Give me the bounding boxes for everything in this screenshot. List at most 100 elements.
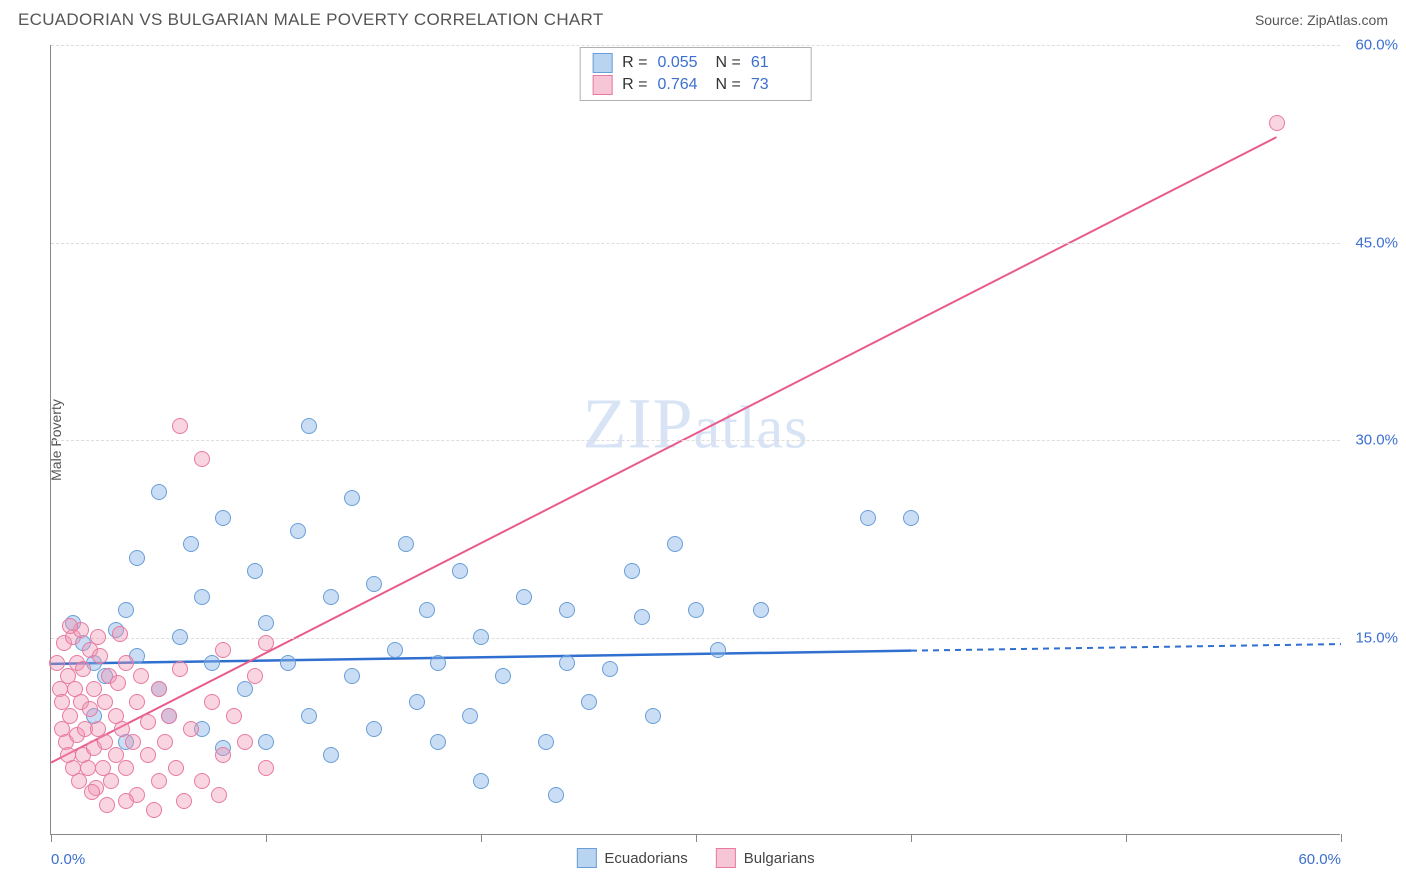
- data-point: [172, 418, 188, 434]
- data-point: [323, 589, 339, 605]
- data-point: [103, 773, 119, 789]
- data-point: [215, 510, 231, 526]
- data-point: [860, 510, 876, 526]
- legend-swatch: [716, 848, 736, 868]
- legend-item: Ecuadorians: [576, 848, 687, 868]
- data-point: [151, 484, 167, 500]
- data-point: [62, 708, 78, 724]
- source-attribution: Source: ZipAtlas.com: [1255, 12, 1388, 28]
- data-point: [125, 734, 141, 750]
- data-point: [75, 661, 91, 677]
- data-point: [140, 714, 156, 730]
- stats-row: R =0.055N =61: [588, 52, 803, 74]
- data-point: [194, 451, 210, 467]
- stat-n-label: N =: [716, 76, 741, 94]
- data-point: [581, 694, 597, 710]
- stats-legend: R =0.055N =61R =0.764N =73: [579, 47, 812, 101]
- data-point: [419, 602, 435, 618]
- trend-line-extrapolated: [911, 644, 1341, 651]
- data-point: [258, 615, 274, 631]
- data-point: [172, 629, 188, 645]
- data-point: [215, 642, 231, 658]
- legend-swatch: [592, 53, 612, 73]
- x-tick: [266, 834, 267, 842]
- chart-area: Male Poverty ZIPatlas 15.0%30.0%45.0%60.…: [50, 45, 1340, 835]
- data-point: [90, 629, 106, 645]
- data-point: [84, 784, 100, 800]
- data-point: [62, 618, 78, 634]
- data-point: [194, 589, 210, 605]
- data-point: [80, 760, 96, 776]
- data-point: [645, 708, 661, 724]
- data-point: [118, 655, 134, 671]
- gridline: [51, 45, 1340, 46]
- stat-n-value: 61: [751, 54, 799, 72]
- data-point: [151, 681, 167, 697]
- data-point: [237, 681, 253, 697]
- data-point: [366, 576, 382, 592]
- data-point: [140, 747, 156, 763]
- data-point: [258, 635, 274, 651]
- data-point: [710, 642, 726, 658]
- x-tick-label: 60.0%: [1298, 851, 1341, 868]
- data-point: [430, 734, 446, 750]
- data-point: [118, 760, 134, 776]
- data-point: [1269, 115, 1285, 131]
- data-point: [168, 760, 184, 776]
- data-point: [247, 668, 263, 684]
- stat-n-label: N =: [716, 54, 741, 72]
- data-point: [247, 563, 263, 579]
- stats-row: R =0.764N =73: [588, 74, 803, 96]
- data-point: [194, 773, 210, 789]
- legend-label: Ecuadorians: [604, 850, 687, 867]
- data-point: [409, 694, 425, 710]
- data-point: [258, 734, 274, 750]
- x-tick: [1126, 834, 1127, 842]
- data-point: [462, 708, 478, 724]
- chart-title: ECUADORIAN VS BULGARIAN MALE POVERTY COR…: [18, 10, 604, 30]
- data-point: [82, 701, 98, 717]
- data-point: [634, 609, 650, 625]
- data-point: [452, 563, 468, 579]
- x-tick: [696, 834, 697, 842]
- data-point: [151, 773, 167, 789]
- data-point: [226, 708, 242, 724]
- data-point: [344, 490, 360, 506]
- legend-label: Bulgarians: [744, 850, 815, 867]
- data-point: [344, 668, 360, 684]
- data-point: [161, 708, 177, 724]
- data-point: [602, 661, 618, 677]
- data-point: [237, 734, 253, 750]
- data-point: [290, 523, 306, 539]
- data-point: [398, 536, 414, 552]
- data-point: [538, 734, 554, 750]
- data-point: [280, 655, 296, 671]
- y-tick-label: 60.0%: [1355, 37, 1398, 54]
- data-point: [172, 661, 188, 677]
- data-point: [430, 655, 446, 671]
- data-point: [133, 668, 149, 684]
- data-point: [688, 602, 704, 618]
- data-point: [215, 747, 231, 763]
- data-point: [129, 694, 145, 710]
- y-tick-label: 45.0%: [1355, 234, 1398, 251]
- gridline: [51, 440, 1340, 441]
- data-point: [258, 760, 274, 776]
- plot-area: 15.0%30.0%45.0%60.0%0.0%60.0%: [51, 45, 1340, 834]
- x-tick: [911, 834, 912, 842]
- data-point: [204, 694, 220, 710]
- data-point: [473, 629, 489, 645]
- stat-r-value: 0.055: [658, 54, 706, 72]
- legend-item: Bulgarians: [716, 848, 815, 868]
- data-point: [495, 668, 511, 684]
- data-point: [559, 655, 575, 671]
- data-point: [176, 793, 192, 809]
- data-point: [667, 536, 683, 552]
- data-point: [92, 648, 108, 664]
- data-point: [624, 563, 640, 579]
- data-point: [146, 802, 162, 818]
- data-point: [473, 773, 489, 789]
- data-point: [204, 655, 220, 671]
- data-point: [211, 787, 227, 803]
- x-tick: [1341, 834, 1342, 842]
